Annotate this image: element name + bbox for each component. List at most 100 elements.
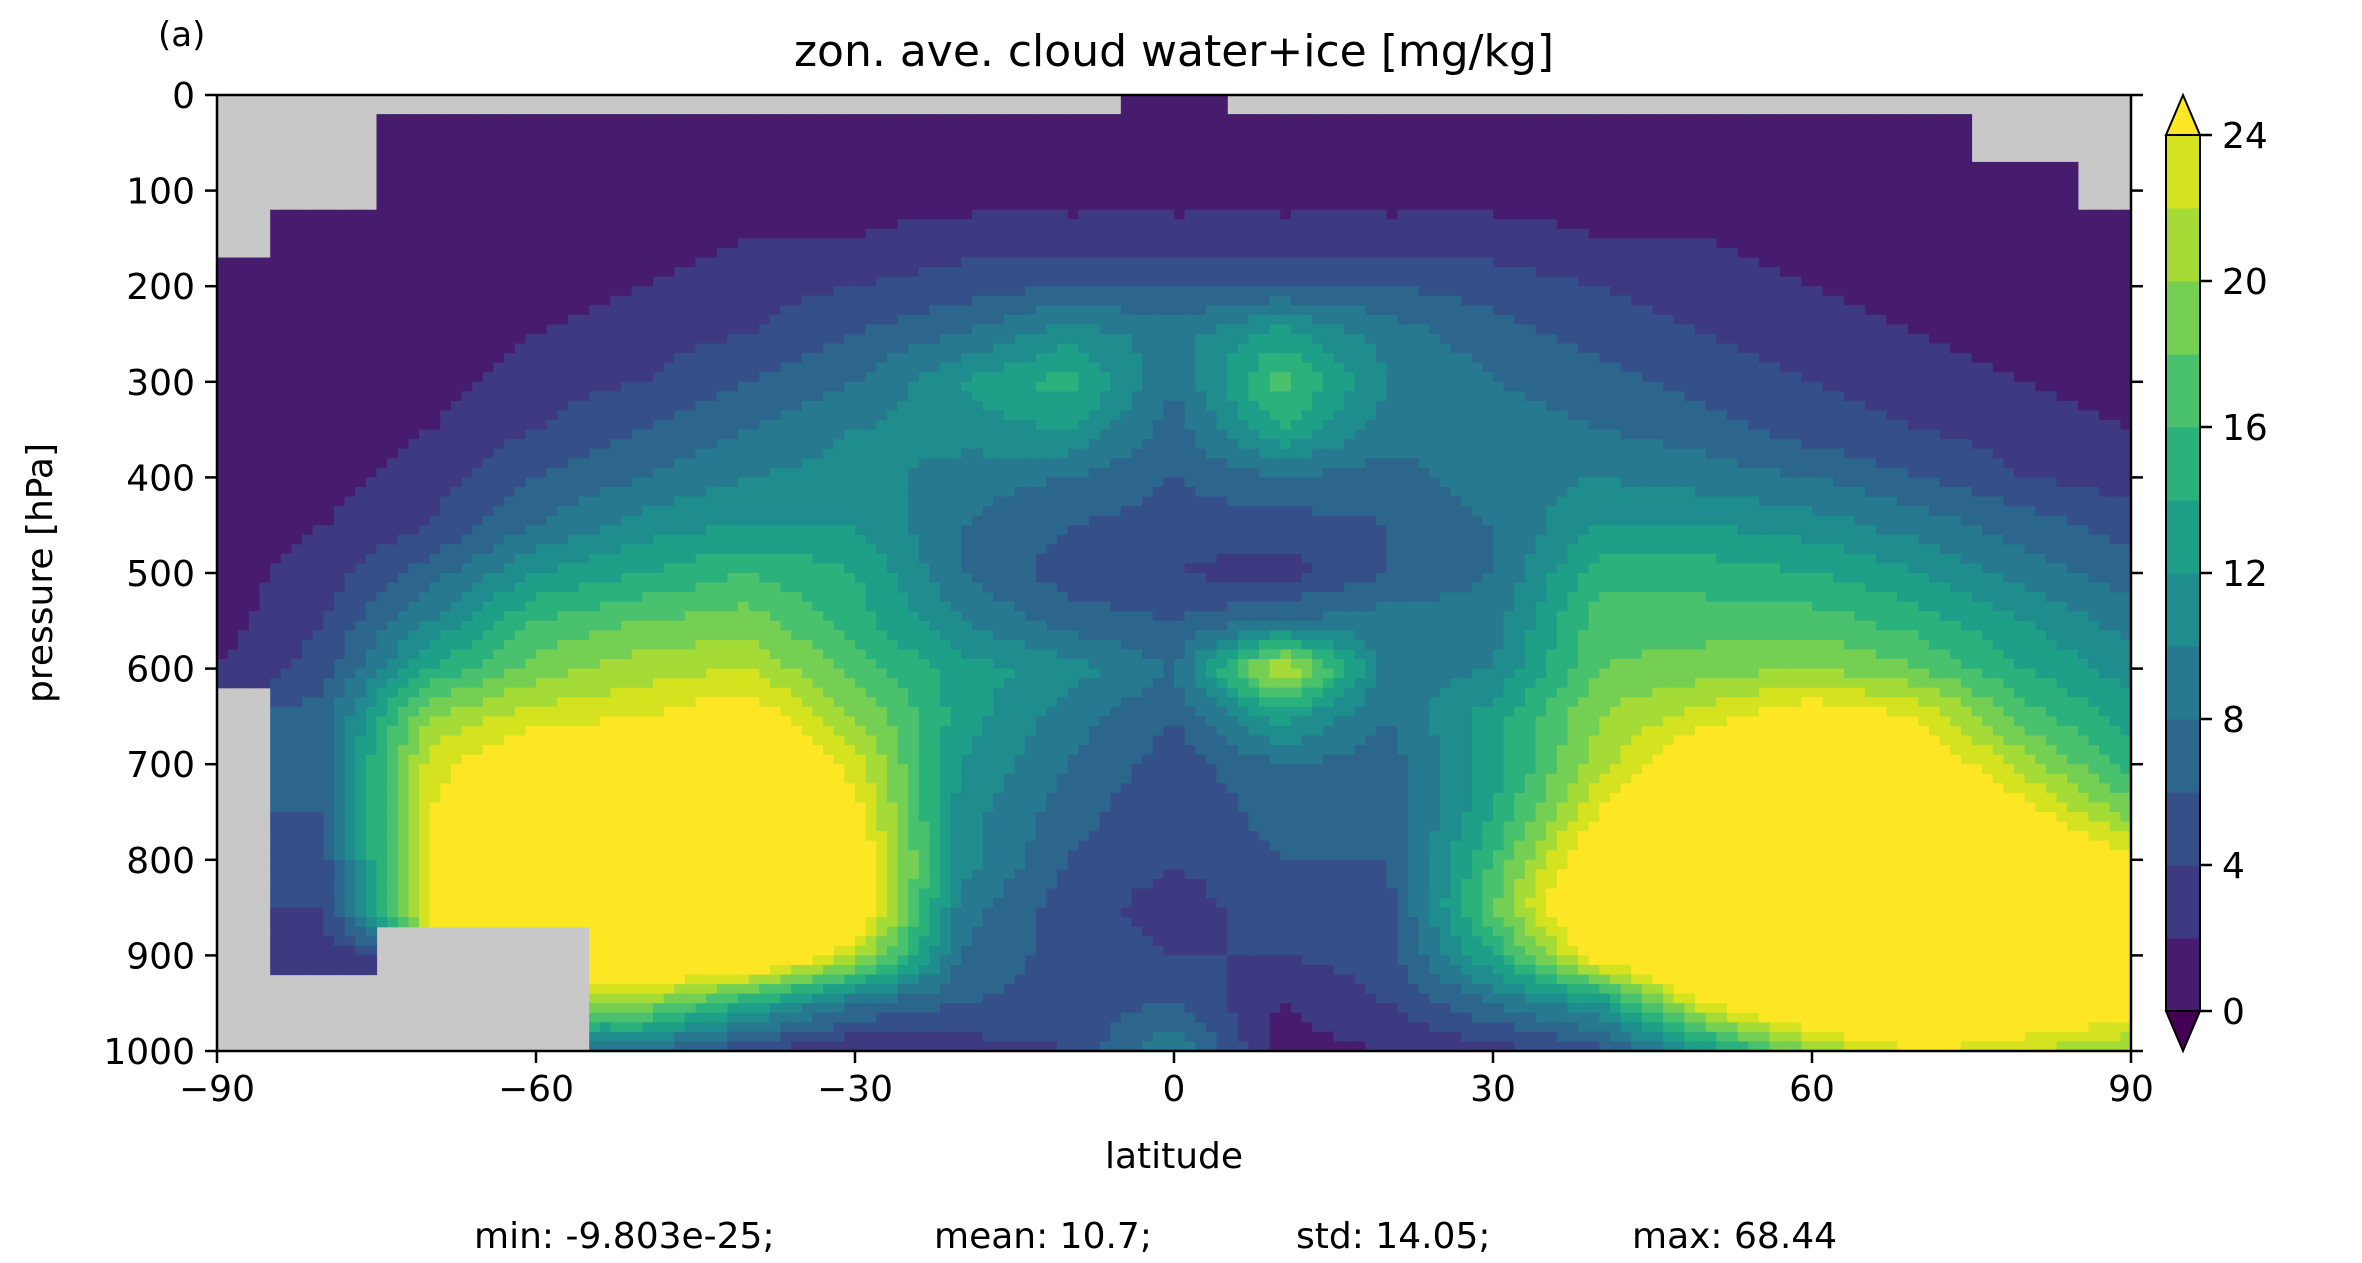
field-cell (1769, 190, 1781, 201)
field-cell (536, 228, 548, 239)
field-cell (1939, 305, 1951, 316)
field-cell (1982, 257, 1994, 268)
field-cell (1216, 305, 1228, 316)
field-cell (1663, 142, 1675, 153)
field-cell (1546, 295, 1558, 306)
field-cell (918, 247, 931, 259)
field-cell (387, 161, 399, 173)
field-cell (1620, 372, 1632, 383)
field-cell (1003, 324, 1016, 335)
field-cell (1290, 276, 1303, 287)
field-cell (1535, 381, 1547, 392)
field-cell (1748, 190, 1760, 201)
field-cell (1088, 353, 1101, 364)
field-cell (759, 142, 771, 153)
field-cell (1833, 381, 1845, 392)
field-cell (1907, 295, 1919, 306)
field-cell (1152, 142, 1164, 153)
field-cell (1312, 247, 1324, 259)
field-cell (1673, 123, 1685, 134)
field-cell (1142, 161, 1154, 173)
field-cell (1259, 219, 1271, 230)
field-cell (1982, 295, 1994, 306)
field-cell (812, 161, 824, 173)
panel-label: (a) (158, 15, 205, 55)
field-cell (2003, 161, 2015, 173)
field-cell (791, 161, 803, 173)
field-cell (844, 228, 856, 239)
field-cell (270, 343, 282, 354)
field-cell (1641, 171, 1654, 182)
field-cell (1992, 161, 2004, 173)
field-cell (1843, 152, 1856, 163)
field-cell (1120, 305, 1133, 316)
field-cell (1907, 228, 1919, 239)
field-cell (291, 238, 303, 249)
field-cell (1514, 142, 1526, 153)
field-cell (684, 267, 697, 278)
field-cell (1386, 295, 1398, 306)
field-cell (1535, 343, 1547, 354)
field-cell (1588, 114, 1600, 125)
field-cell (440, 238, 452, 249)
field-cell (982, 257, 994, 268)
field-cell (397, 324, 409, 335)
field-cell (1620, 295, 1632, 306)
field-cell (1312, 381, 1324, 392)
field-cell (801, 286, 814, 297)
field-cell (855, 343, 867, 354)
field-cell (578, 295, 590, 306)
field-cell (472, 286, 484, 297)
field-cell (1865, 209, 1877, 220)
field-cell (1131, 247, 1143, 259)
field-cell (2067, 247, 2079, 259)
field-cell (248, 324, 261, 335)
field-cell (1503, 161, 1515, 173)
field-cell (493, 209, 505, 220)
field-cell (769, 142, 782, 153)
field-cell (1216, 286, 1228, 297)
field-cell (876, 324, 888, 335)
field-cell (599, 295, 612, 306)
field-cell (482, 152, 495, 163)
field-cell (1578, 276, 1590, 287)
field-cell (291, 334, 303, 345)
field-cell (1918, 228, 1930, 239)
field-cell (1588, 133, 1600, 144)
field-cell (1205, 238, 1218, 249)
field-cell (323, 209, 335, 220)
field-cell (716, 372, 728, 383)
field-cell (1960, 209, 1973, 220)
field-cell (1609, 276, 1622, 287)
field-cell (918, 314, 931, 326)
field-cell (355, 305, 367, 316)
field-cell (1259, 267, 1271, 278)
field-cell (1397, 161, 1409, 173)
field-cell (1514, 133, 1526, 144)
field-cell (450, 152, 463, 163)
field-cell (823, 161, 835, 173)
field-cell (2077, 238, 2090, 249)
field-cell (1312, 152, 1324, 163)
field-cell (1376, 276, 1388, 287)
field-cell (993, 133, 1005, 144)
field-cell (1025, 257, 1037, 268)
field-cell (376, 209, 388, 220)
field-cell (1014, 286, 1026, 297)
field-cell (429, 324, 441, 335)
field-cell (674, 247, 686, 259)
field-cell (1514, 219, 1526, 230)
field-cell (493, 353, 505, 364)
field-cell (1865, 114, 1877, 125)
field-cell (2088, 324, 2100, 335)
field-cell (674, 161, 686, 173)
field-cell (886, 114, 899, 125)
field-cell (1482, 362, 1494, 373)
field-cell (1035, 247, 1047, 259)
field-cell (1418, 276, 1430, 287)
field-cell (1333, 334, 1345, 345)
field-cell (1078, 219, 1090, 230)
field-cell (1652, 353, 1664, 364)
field-cell (1663, 114, 1675, 125)
field-cell (2120, 219, 2131, 230)
